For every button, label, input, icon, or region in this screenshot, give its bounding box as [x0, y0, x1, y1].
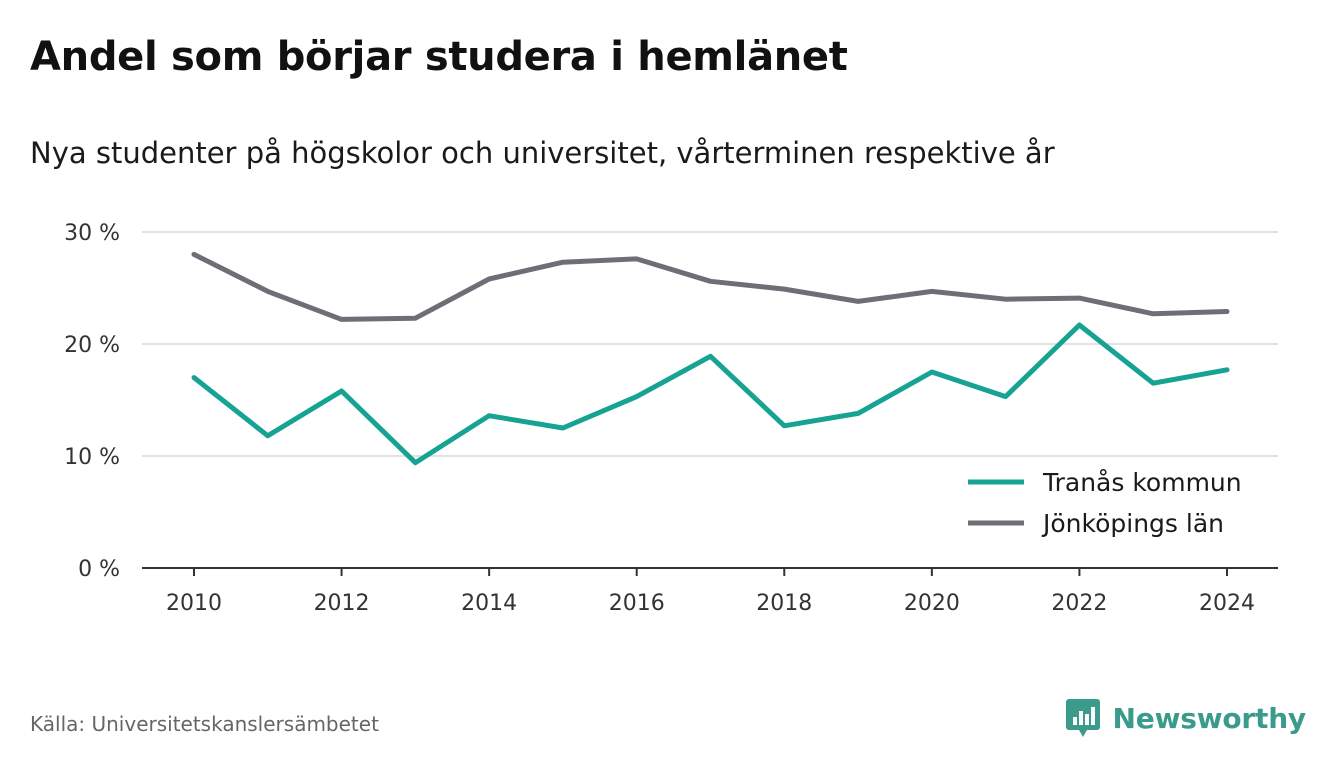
series-lines: [191, 251, 1230, 466]
chart-subtitle: Nya studenter på högskolor och universit…: [30, 136, 1055, 170]
brand-name: Newsworthy: [1112, 701, 1307, 735]
x-axis-ticks: 2010 2012 2014 2016 2018 2020 2022 2024: [166, 568, 1255, 616]
y-tick-label: 10 %: [64, 445, 120, 470]
legend-label: Tranås kommun: [1042, 468, 1242, 497]
gridlines: [142, 231, 1278, 457]
chart-title: Andel som börjar studera i hemlänet: [30, 34, 848, 80]
x-tick-label: 2012: [314, 591, 370, 616]
x-tick-label: 2020: [904, 591, 960, 616]
y-tick-label: 20 %: [64, 333, 120, 358]
legend: Tranås kommun Jönköpings län: [968, 468, 1242, 538]
y-axis-ticks: 0 % 10 % 20 % 30 %: [64, 221, 120, 582]
legend-label: Jönköpings län: [1041, 509, 1224, 538]
y-tick-label: 30 %: [64, 221, 120, 246]
x-tick-label: 2018: [756, 591, 812, 616]
newsworthy-logo-icon: [1065, 699, 1100, 737]
source-note: Källa: Universitetskanslersämbetet: [30, 712, 379, 736]
series-line-tran-s-kommun: [191, 322, 1230, 466]
x-tick-label: 2010: [166, 591, 222, 616]
x-tick-label: 2016: [609, 591, 665, 616]
y-tick-label: 0 %: [78, 557, 120, 582]
x-tick-label: 2022: [1051, 591, 1107, 616]
x-tick-label: 2014: [461, 591, 517, 616]
x-tick-label: 2024: [1199, 591, 1255, 616]
series-line-j-nk-pings-l-n: [191, 251, 1230, 322]
brand-logo: Newsworthy: [1065, 697, 1306, 739]
